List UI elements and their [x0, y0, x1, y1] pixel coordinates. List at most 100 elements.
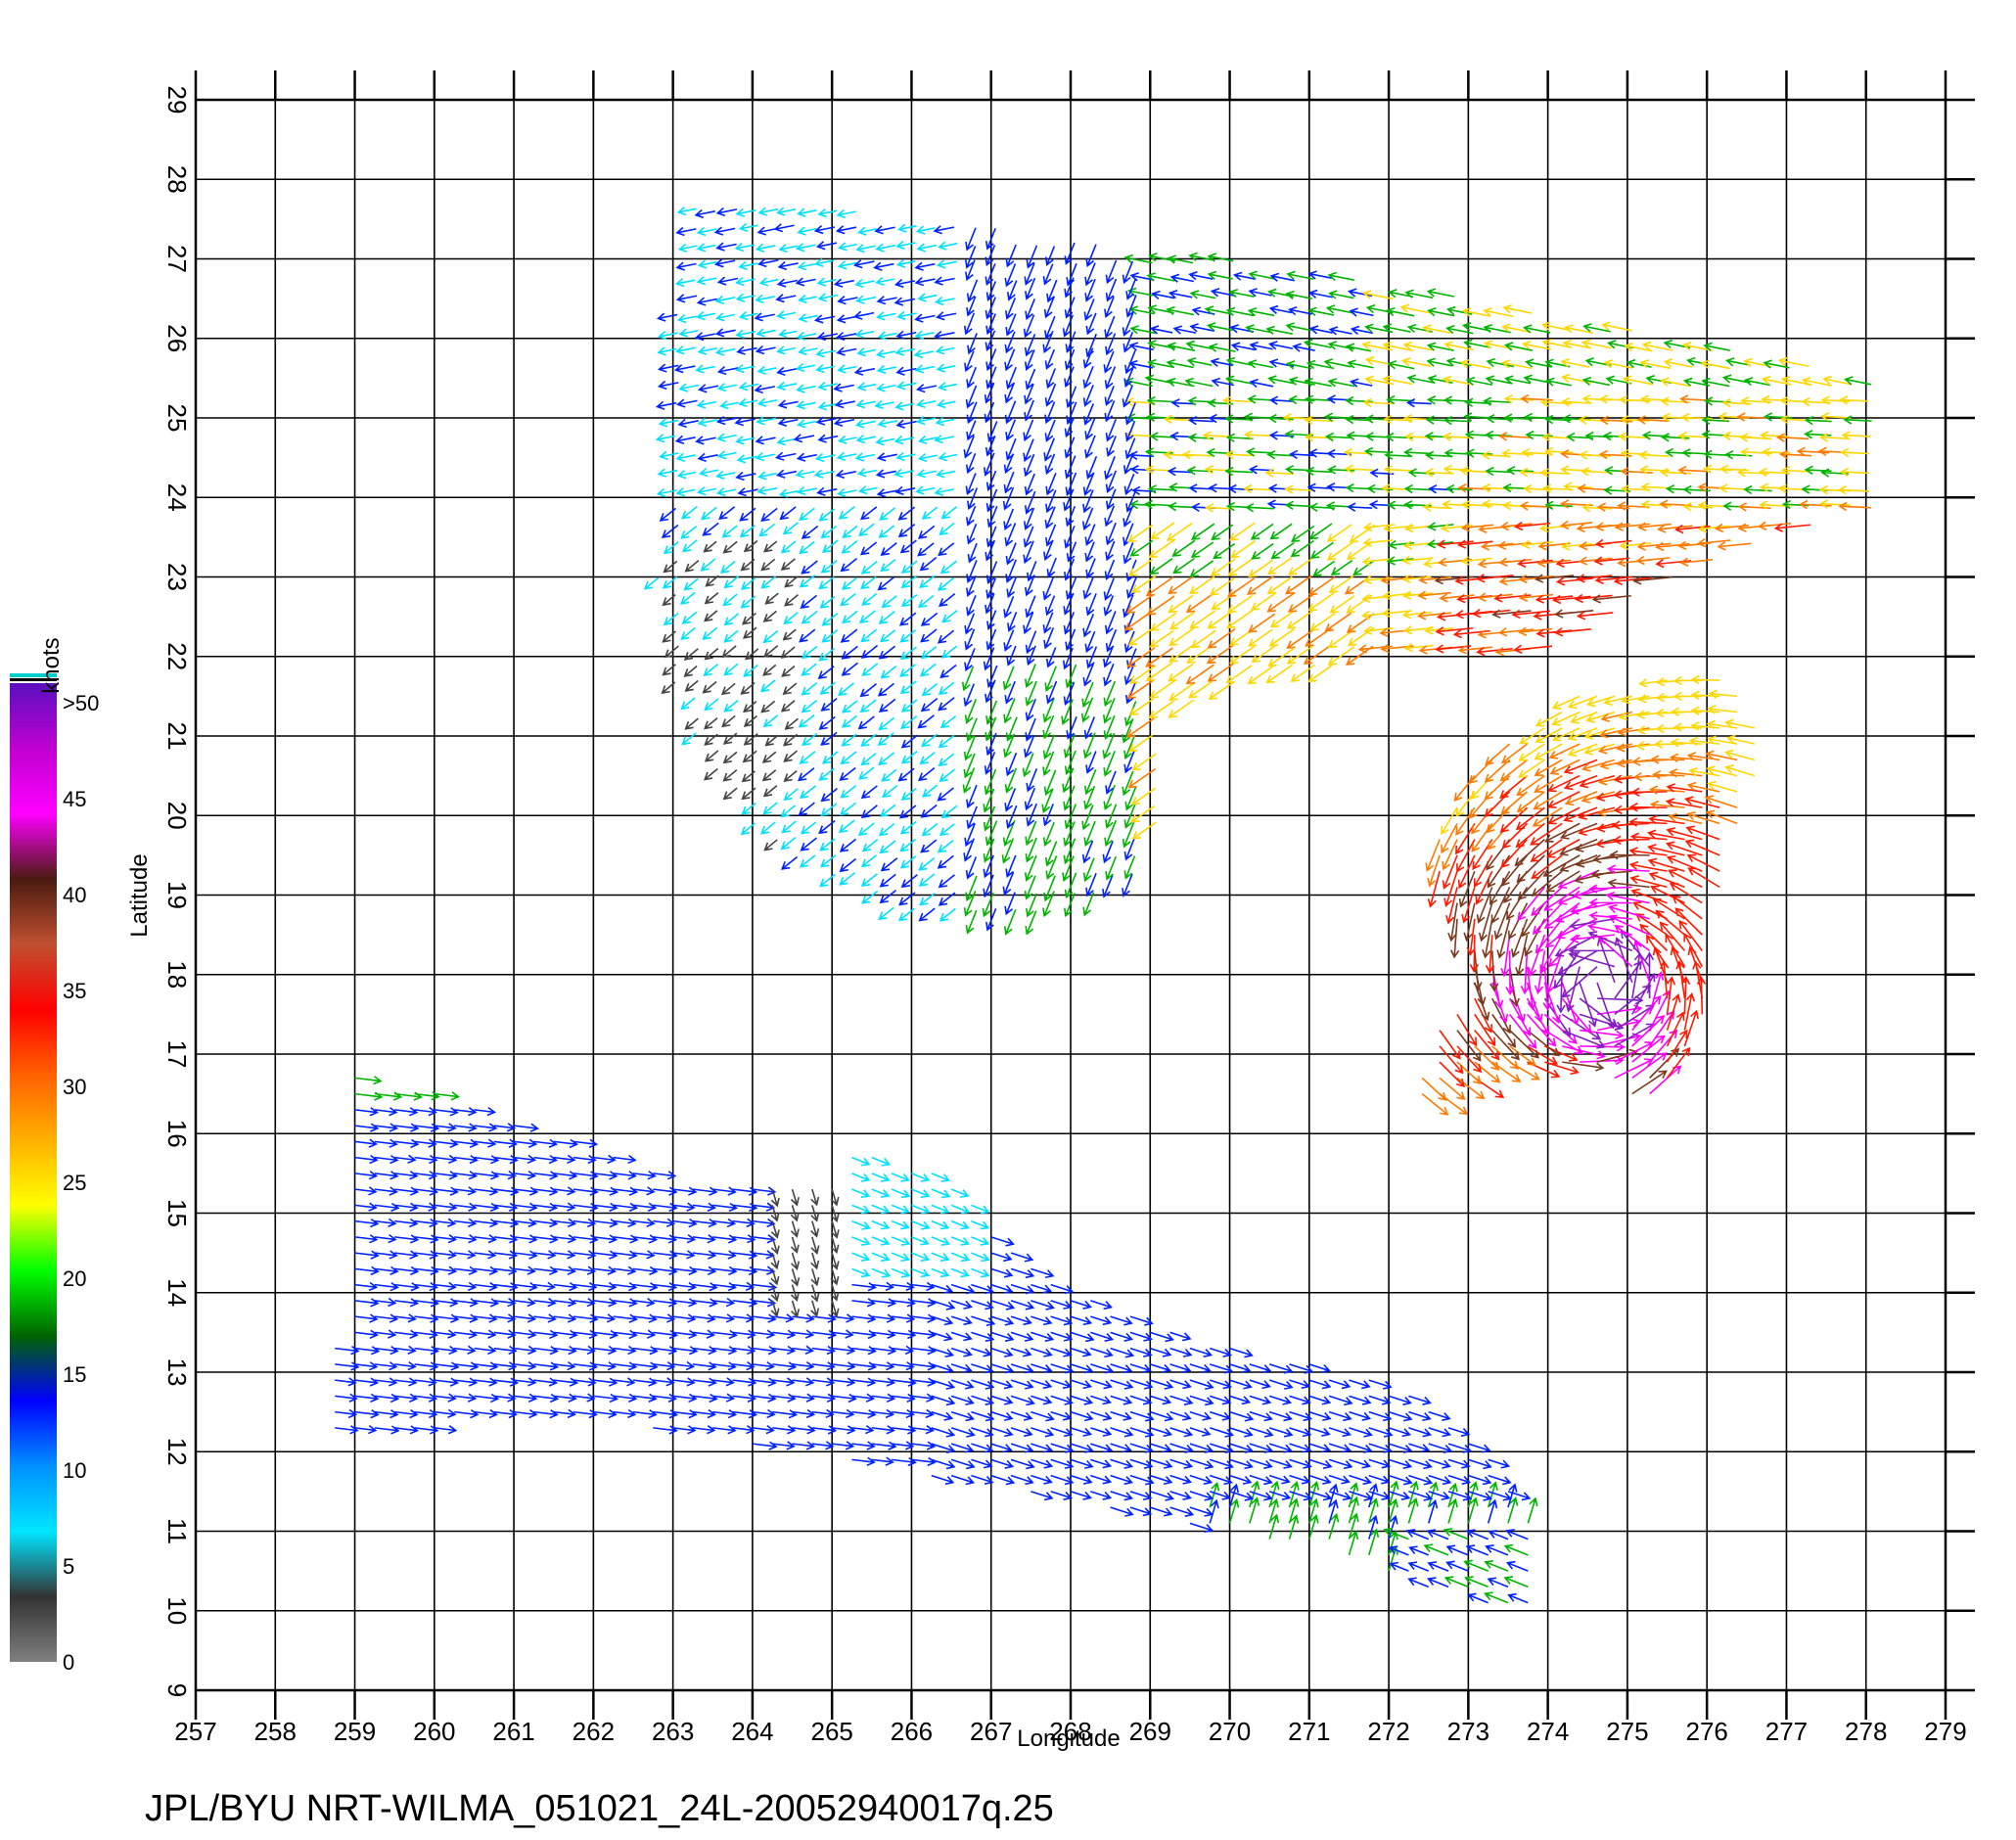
wind-vector	[1308, 1481, 1320, 1508]
wind-vector	[1128, 665, 1157, 684]
wind-vector	[1005, 313, 1017, 337]
wind-vector	[1498, 432, 1532, 441]
wind-vector	[756, 416, 777, 426]
wind-vector	[939, 907, 956, 922]
wind-vector	[434, 1091, 460, 1101]
wind-vector	[1005, 559, 1017, 583]
wind-vector	[374, 1171, 399, 1180]
wind-vector	[1213, 542, 1236, 560]
wind-vector	[797, 226, 817, 236]
wind-vector	[1085, 873, 1097, 897]
wind-vector	[1110, 1363, 1133, 1374]
wind-vector	[1530, 822, 1563, 846]
wind-vector	[1563, 774, 1598, 791]
wind-vector	[921, 506, 939, 520]
wind-vector	[1368, 1427, 1394, 1438]
wind-vector	[1066, 716, 1077, 740]
wind-vector	[1209, 1395, 1232, 1405]
wind-vector	[414, 1250, 439, 1260]
wind-vector	[573, 1297, 596, 1308]
colorbar-label: 25	[63, 1171, 86, 1195]
wind-vector	[1189, 1427, 1212, 1437]
wind-vector	[752, 1393, 777, 1403]
wind-vector	[1447, 1458, 1471, 1469]
wind-vector	[354, 1234, 379, 1244]
wind-vector	[983, 874, 994, 898]
wind-vector	[1209, 1427, 1234, 1438]
wind-vector	[1527, 1045, 1559, 1065]
wind-vector	[1368, 1395, 1392, 1405]
wind-vector	[573, 1345, 597, 1356]
wind-vector	[919, 557, 938, 572]
wind-vector	[1202, 431, 1232, 440]
wind-vector	[891, 1219, 910, 1230]
wind-vector	[1307, 289, 1333, 299]
wind-vector	[1105, 611, 1117, 635]
wind-vector	[1441, 806, 1458, 836]
wind-vector	[1025, 680, 1037, 707]
wind-vector	[692, 1345, 717, 1356]
wind-vector	[1628, 803, 1668, 812]
wind-vector	[1181, 450, 1213, 460]
wind-vector	[354, 1265, 380, 1276]
wind-vector	[354, 1313, 379, 1323]
wind-vector	[1405, 397, 1432, 408]
wind-vector	[984, 752, 996, 775]
wind-vector	[1044, 348, 1056, 370]
wind-vector	[1024, 490, 1036, 515]
wind-vector	[1499, 759, 1529, 782]
wind-vector	[933, 225, 955, 235]
wind-vector	[1518, 592, 1554, 602]
wind-vector	[1535, 918, 1563, 954]
wind-vector	[1475, 870, 1493, 905]
wind-vector	[1445, 324, 1474, 335]
wind-vector	[871, 1219, 891, 1230]
wind-vector	[965, 575, 977, 598]
wind-vector	[811, 1329, 838, 1340]
wind-vector	[1189, 1491, 1214, 1501]
wind-vector	[1044, 506, 1056, 529]
wind-vector	[1647, 829, 1685, 841]
wind-vector	[935, 417, 955, 427]
wind-vector	[1705, 750, 1738, 761]
wind-vector	[855, 295, 876, 304]
wind-vector	[1081, 681, 1094, 709]
wind-vector	[613, 1218, 637, 1228]
wind-vector	[838, 682, 855, 697]
wind-vector	[696, 297, 718, 306]
wind-vector	[832, 1393, 857, 1403]
wind-vector	[892, 1377, 917, 1387]
wind-vector	[1388, 1480, 1399, 1508]
wind-vector	[871, 1267, 892, 1278]
wind-vector	[819, 838, 836, 851]
wind-vector	[798, 313, 818, 323]
wind-vector	[763, 540, 778, 553]
wind-vector	[985, 366, 997, 390]
wind-vector	[950, 1219, 970, 1230]
wind-vector	[1605, 891, 1650, 904]
wind-vector	[1044, 595, 1056, 617]
x-axis-title: Longitude	[1017, 1725, 1120, 1752]
wind-vector	[1560, 358, 1590, 368]
wind-vector	[1004, 263, 1017, 288]
wind-vector	[474, 1377, 498, 1387]
wind-vector	[1368, 1491, 1391, 1500]
wind-vector	[1403, 643, 1434, 653]
wind-vector	[1621, 695, 1650, 705]
wind-vector	[374, 1186, 398, 1196]
wind-vector	[811, 1361, 836, 1371]
wind-vector	[653, 1250, 678, 1260]
wind-vector	[613, 1171, 637, 1180]
wind-vector	[1844, 376, 1872, 386]
wind-vector	[938, 681, 955, 696]
wind-vector	[1050, 1315, 1074, 1326]
wind-vector	[900, 734, 918, 749]
wind-vector	[513, 1218, 537, 1228]
wind-vector	[613, 1298, 638, 1308]
wind-vector	[653, 1409, 679, 1419]
wind-vector	[1126, 524, 1154, 543]
wind-vector	[900, 575, 918, 589]
wind-vector	[1666, 1046, 1691, 1079]
wind-vector	[984, 401, 995, 424]
wind-vector	[553, 1250, 576, 1260]
